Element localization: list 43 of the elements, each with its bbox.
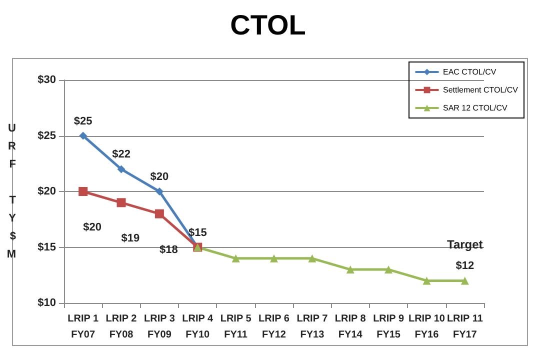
y-tick-label: $15 — [38, 241, 56, 254]
text: URF TY$M — [6, 122, 16, 260]
x-tick-label: LRIP 6 FY12 — [258, 314, 290, 340]
point — [308, 254, 316, 262]
y-tick-label: $20 — [38, 186, 56, 198]
data-label: $20 — [83, 222, 102, 234]
point — [422, 276, 431, 285]
point — [79, 132, 88, 140]
point — [154, 209, 164, 218]
point — [116, 198, 126, 208]
legend-label: EAC CTOL/CV — [443, 68, 497, 76]
x-tick-label: LRIP 10 FY16 — [408, 314, 446, 340]
data-label: $15 — [188, 226, 207, 239]
x-tick-label: LRIP 2 FY08 — [106, 314, 138, 340]
data-label: $12 — [456, 260, 474, 272]
point — [346, 266, 354, 274]
legend-label: Settlement CTOL/CV — [443, 86, 519, 94]
data-label: $19 — [121, 232, 140, 245]
x-tick-label: LRIP 1 FY07 — [68, 314, 99, 340]
x-tick-label: LRIP 4 FY10 — [182, 314, 214, 340]
point — [460, 276, 469, 285]
data-label: $20 — [150, 171, 169, 183]
y-tick-label: $10 — [38, 297, 56, 309]
data-label: $25 — [74, 115, 92, 128]
y-tick-label: $30 — [38, 74, 56, 86]
point — [232, 254, 240, 262]
point — [155, 188, 164, 196]
point — [270, 254, 278, 262]
x-tick-label: LRIP 9 FY15 — [373, 314, 404, 340]
chart-title: CTOL — [230, 10, 306, 40]
x-tick-label: LRIP 5 FY11 — [220, 314, 252, 340]
annotation: Target — [447, 238, 483, 252]
point — [117, 165, 126, 174]
x-tick-label: LRIP 7 FY13 — [296, 314, 328, 340]
data-label: $18 — [159, 244, 178, 256]
data-label: $22 — [112, 148, 130, 161]
legend-label: SAR 12 CTOL/CV — [443, 104, 508, 112]
point — [384, 266, 393, 274]
x-tick-label: LRIP 8 FY14 — [334, 314, 366, 340]
x-tick-label: LRIP 3 FY09 — [144, 314, 176, 340]
x-tick-label: LRIP 11 FY17 — [446, 314, 484, 340]
y-tick-label: $25 — [38, 130, 56, 142]
point — [78, 187, 88, 196]
